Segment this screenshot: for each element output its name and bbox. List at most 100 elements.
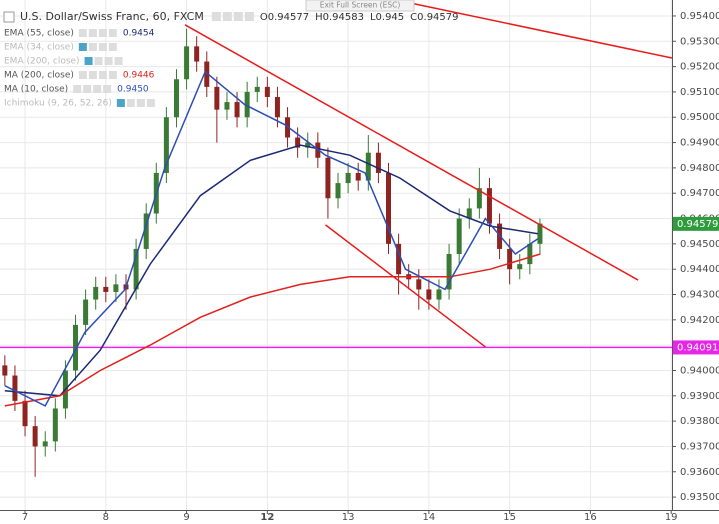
grid <box>0 0 672 510</box>
y-tick-label: 0.95400 <box>680 11 719 22</box>
price-tag <box>673 216 719 231</box>
candle-body <box>466 208 472 219</box>
icon <box>103 85 112 93</box>
ohlc-value: 0.94577 <box>268 12 309 23</box>
y-tick-label: 0.94200 <box>680 315 719 326</box>
trend-line <box>410 2 673 59</box>
icon <box>94 57 103 65</box>
y-tick-label: 0.94000 <box>680 365 719 376</box>
candle-body <box>184 46 190 80</box>
exit-button-label[interactable]: Exit Full Screen (ESC) <box>320 1 401 10</box>
icon <box>146 99 155 107</box>
candle-body <box>416 279 422 290</box>
candle-body <box>325 157 331 199</box>
chart-title: U.S. Dollar/Swiss Franc, 60, FXCM <box>20 10 204 23</box>
candle-body <box>355 172 361 181</box>
icon <box>136 99 145 107</box>
candle-body <box>446 253 452 290</box>
icon <box>116 99 125 107</box>
y-tick-label: 0.94900 <box>680 138 719 149</box>
icon <box>244 12 254 21</box>
candle-body <box>173 79 179 118</box>
icon <box>78 29 87 37</box>
legend-label: MA (10, close) <box>4 85 68 95</box>
ohlc-key: H <box>315 12 323 23</box>
y-tick-label: 0.94800 <box>680 163 719 174</box>
candle-body <box>305 142 311 148</box>
legend-value: 0.9446 <box>123 71 155 81</box>
candle-body <box>365 152 371 181</box>
legend: U.S. Dollar/Swiss Franc, 60, FXCM O 0.9457… <box>3 10 459 109</box>
y-tick-label: 0.94400 <box>680 264 719 275</box>
price-tag <box>673 340 719 355</box>
price-tag-label: 0.94579 <box>677 219 718 230</box>
candle-body <box>73 324 79 371</box>
icon <box>98 71 107 79</box>
icon <box>222 12 232 21</box>
icon <box>84 57 93 65</box>
x-tick-label: 13 <box>342 512 355 523</box>
indicator-line <box>4 253 541 407</box>
candle-body <box>507 248 513 270</box>
icon <box>73 85 82 93</box>
legend-value: 0.9454 <box>123 29 155 39</box>
candle-body <box>163 117 169 173</box>
y-tick-label: 0.93600 <box>680 467 719 478</box>
x-tick-label: 9 <box>183 512 189 523</box>
candle-body <box>345 172 351 184</box>
y-tick-label: 0.94300 <box>680 290 719 301</box>
x-tick-label: 15 <box>503 512 516 523</box>
icon <box>88 71 97 79</box>
x-tick-label: 8 <box>103 512 109 523</box>
indicator-line <box>4 144 539 397</box>
y-tick-label: 0.93800 <box>680 416 719 427</box>
icon <box>108 29 117 37</box>
icon <box>93 85 102 93</box>
x-tick-label: 14 <box>423 512 436 523</box>
legend-label: EMA (55, close) <box>4 29 74 39</box>
candle-body <box>214 86 220 110</box>
icon <box>98 43 107 51</box>
ohlc-value: 0.945 <box>376 12 405 23</box>
candle-body <box>335 183 341 199</box>
legend-label: EMA (200, close) <box>4 57 80 67</box>
candle-body <box>386 172 391 244</box>
legend-label: MA (200, close) <box>4 71 74 81</box>
candle-body <box>274 96 280 118</box>
ohlc-value: 0.94583 <box>323 12 364 23</box>
y-tick-label: 0.93700 <box>680 441 719 452</box>
ohlc-value: 0.94579 <box>417 12 458 23</box>
candle-body <box>143 213 149 249</box>
exit-button[interactable] <box>305 0 415 12</box>
y-tick-label: 0.95000 <box>680 112 719 123</box>
icon <box>114 57 123 65</box>
icon <box>233 12 243 21</box>
candle-body <box>456 218 462 254</box>
candle-body <box>194 46 200 62</box>
legend-label: Ichimoku (9, 26, 52, 26) <box>4 99 112 109</box>
icon <box>98 29 107 37</box>
title-icon <box>3 11 15 23</box>
y-tick-label: 0.93500 <box>680 492 719 503</box>
icon <box>108 43 117 51</box>
candle-body <box>254 86 260 92</box>
candle-body <box>375 152 381 173</box>
candle-body <box>436 289 442 300</box>
candle-body <box>204 61 210 87</box>
y-tick-label: 0.94500 <box>680 239 719 250</box>
icon <box>88 43 97 51</box>
candle-body <box>224 102 230 110</box>
candle-body <box>42 441 48 447</box>
price-tag-label: 0.94091 <box>677 342 718 353</box>
y-tick-label: 0.95100 <box>680 87 719 98</box>
candle-body <box>537 223 543 244</box>
icon <box>108 71 117 79</box>
candle-body <box>12 375 18 401</box>
candle-body <box>244 91 250 118</box>
candle-body <box>295 137 301 148</box>
candle-body <box>103 286 109 292</box>
candle-body <box>32 426 38 447</box>
x-tick-label: 7 <box>22 512 28 523</box>
